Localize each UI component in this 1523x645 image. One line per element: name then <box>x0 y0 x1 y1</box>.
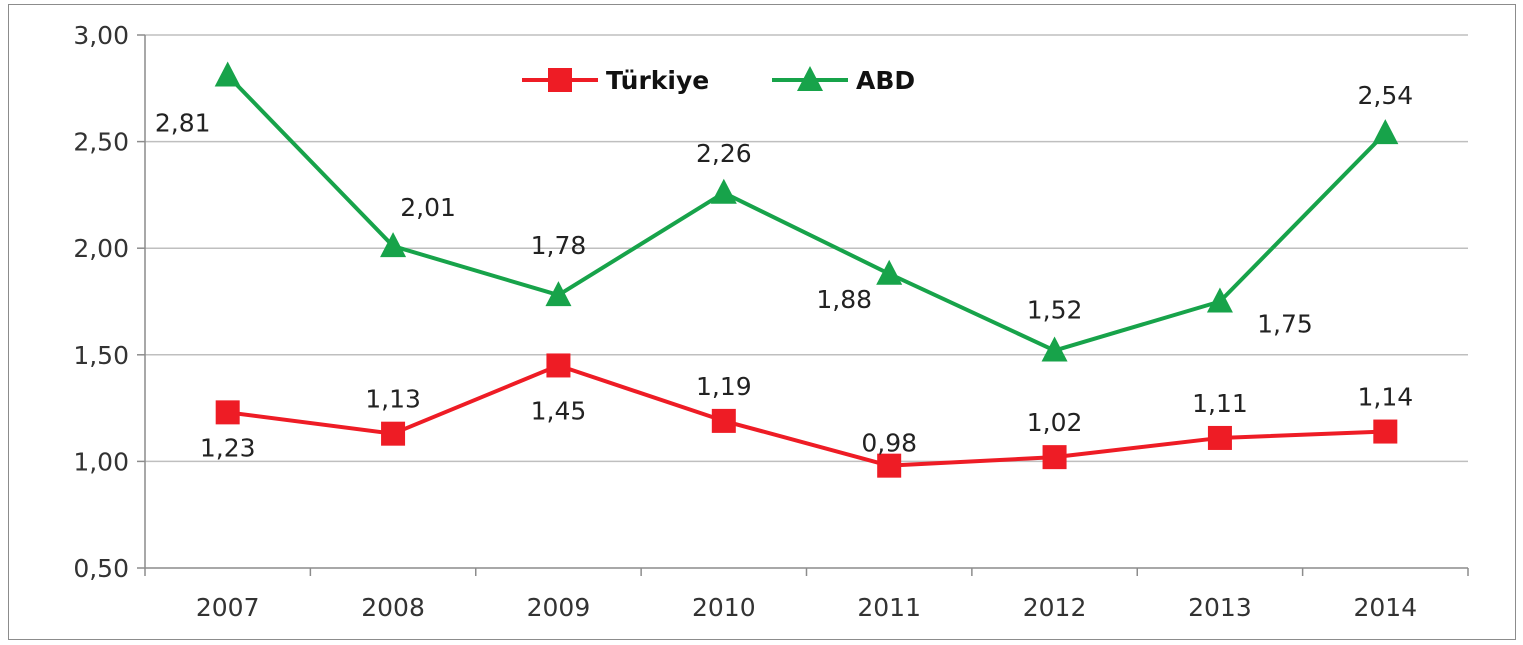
data-label: 1,19 <box>696 372 752 401</box>
data-label: 1,75 <box>1257 310 1313 339</box>
series-t-rkiye <box>215 353 1398 478</box>
y-tick-label: 2,00 <box>73 234 129 263</box>
data-label: 1,02 <box>1027 408 1083 437</box>
data-point-marker <box>1372 119 1399 145</box>
legend-item: ABD <box>772 66 915 95</box>
x-tick-label: 2012 <box>1023 593 1087 622</box>
data-label: 0,98 <box>861 429 917 458</box>
data-label: 2,26 <box>696 139 752 168</box>
data-point-marker <box>215 400 240 425</box>
legend-label: ABD <box>856 66 915 95</box>
data-point-marker <box>380 232 407 258</box>
data-point-marker <box>876 259 903 285</box>
y-tick-label: 2,50 <box>73 128 129 157</box>
data-label: 1,78 <box>531 231 587 260</box>
legend-marker <box>797 66 823 91</box>
x-tick-label: 2009 <box>527 593 591 622</box>
data-label: 1,14 <box>1357 383 1413 412</box>
data-label: 2,81 <box>155 109 211 138</box>
data-label: 1,13 <box>365 385 421 414</box>
data-point-marker <box>1207 425 1232 450</box>
data-point-marker <box>1042 445 1067 470</box>
y-tick-label: 1,00 <box>73 447 129 476</box>
axes: 0,50 1,00 1,50 2,00 2,50 3,00 2007 2008 2009 2010… <box>73 21 1469 622</box>
data-label: 1,23 <box>200 433 256 462</box>
data-label: 2,01 <box>400 193 456 222</box>
series-lines <box>214 61 1399 478</box>
data-label: 2,54 <box>1357 81 1413 110</box>
series-abd <box>214 61 1399 362</box>
data-point-marker <box>545 281 572 307</box>
data-point-marker <box>1373 419 1398 444</box>
y-tick-label: 1,50 <box>73 341 129 370</box>
y-tick-label: 0,50 <box>73 554 129 583</box>
x-tick-label: 2008 <box>361 593 425 622</box>
x-tick-label: 2007 <box>196 593 260 622</box>
data-point-marker <box>214 61 241 87</box>
series-line <box>227 363 1386 468</box>
legend-label: Türkiye <box>606 66 709 95</box>
x-tick-label: 2013 <box>1188 593 1252 622</box>
data-label: 1,11 <box>1192 389 1248 418</box>
legend: Türkiye ABD <box>522 66 915 95</box>
x-tick-label: 2011 <box>857 593 921 622</box>
legend-marker <box>548 68 572 92</box>
legend-item: Türkiye <box>522 66 709 95</box>
data-labels: 1,23 1,13 1,45 1,19 0,98 1,02 1,11 1,14 2,81 2,01… <box>155 81 1413 462</box>
series-line <box>226 74 1387 353</box>
data-point-marker <box>710 178 737 204</box>
x-tick-label: 2010 <box>692 593 756 622</box>
data-point-marker <box>1206 287 1233 313</box>
data-point-marker <box>381 421 406 446</box>
data-label: 1,45 <box>531 396 587 425</box>
gridlines <box>145 34 1468 463</box>
data-point-marker <box>1041 336 1068 362</box>
data-point-marker <box>877 453 902 478</box>
data-point-marker <box>711 408 736 433</box>
data-label: 1,52 <box>1027 296 1083 325</box>
y-tick-label: 3,00 <box>73 21 129 50</box>
data-point-marker <box>546 353 571 378</box>
data-label: 1,88 <box>816 285 872 314</box>
x-tick-label: 2014 <box>1354 593 1418 622</box>
